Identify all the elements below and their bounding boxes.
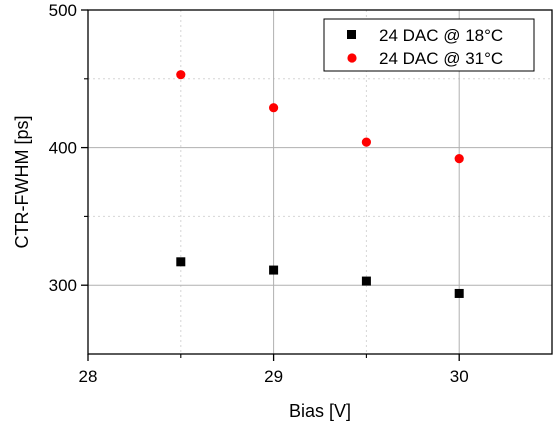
x-tick-label: 30 (450, 367, 469, 386)
y-tick-label: 300 (49, 276, 77, 295)
data-point-square (454, 288, 464, 298)
y-axis-label: CTR-FWHM [ps] (12, 116, 32, 249)
legend-label: 24 DAC @ 18°C (379, 26, 503, 45)
data-point-square (269, 265, 279, 275)
legend-marker-circle (347, 53, 357, 63)
data-point-square (361, 276, 371, 286)
data-point-square (176, 257, 186, 267)
x-tick-label: 28 (79, 367, 98, 386)
x-tick-label: 29 (264, 367, 283, 386)
data-points (176, 70, 464, 298)
plot-frame (87, 9, 553, 355)
y-tick-label: 400 (49, 139, 77, 158)
y-tick-label: 500 (49, 1, 77, 20)
axis-ticks: 28 29 30 300 400 500 (49, 1, 469, 386)
legend-label: 24 DAC @ 31°C (379, 49, 503, 68)
x-axis-label: Bias [V] (289, 401, 351, 421)
data-point-circle (361, 137, 371, 147)
data-point-circle (454, 154, 464, 164)
legend: 24 DAC @ 18°C 24 DAC @ 31°C (323, 18, 535, 72)
legend-box (323, 18, 535, 72)
legend-marker-square (347, 30, 356, 39)
data-point-circle (269, 103, 279, 113)
data-point-circle (176, 70, 186, 80)
